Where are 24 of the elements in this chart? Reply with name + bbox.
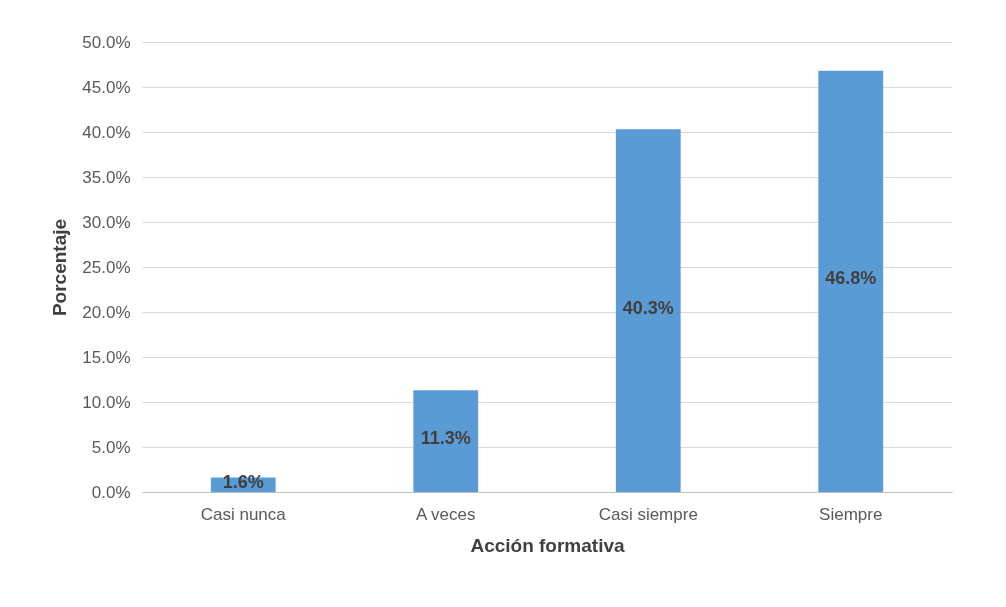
y-tick-label: 40.0%	[82, 122, 131, 142]
bar	[615, 129, 681, 492]
y-tick-label: 45.0%	[82, 77, 131, 97]
x-axis-title: Acción formativa	[470, 534, 626, 556]
data-label: 11.3%	[420, 428, 471, 449]
data-label: 1.6%	[222, 471, 264, 492]
y-tick-label: 20.0%	[82, 302, 131, 322]
y-tick-label: 25.0%	[82, 257, 131, 277]
y-tick-label: 5.0%	[91, 437, 131, 457]
bar	[818, 70, 884, 492]
y-tick-label: 50.0%	[82, 32, 131, 52]
x-tick-label: Siempre	[819, 504, 883, 524]
y-tick-label: 0.0%	[91, 482, 131, 502]
y-tick-label: 15.0%	[82, 347, 131, 367]
x-tick-label: A veces	[415, 504, 476, 524]
data-label: 46.8%	[825, 268, 877, 289]
x-tick-label: Casi siempre	[598, 504, 698, 524]
data-label: 40.3%	[622, 297, 674, 318]
y-tick-label: 30.0%	[82, 212, 131, 232]
y-tick-label: 10.0%	[82, 392, 131, 412]
bar	[413, 390, 479, 492]
y-axis-title: Porcentaje	[49, 218, 71, 317]
y-tick-label: 35.0%	[82, 167, 131, 187]
x-tick-label: Casi nunca	[200, 504, 287, 524]
